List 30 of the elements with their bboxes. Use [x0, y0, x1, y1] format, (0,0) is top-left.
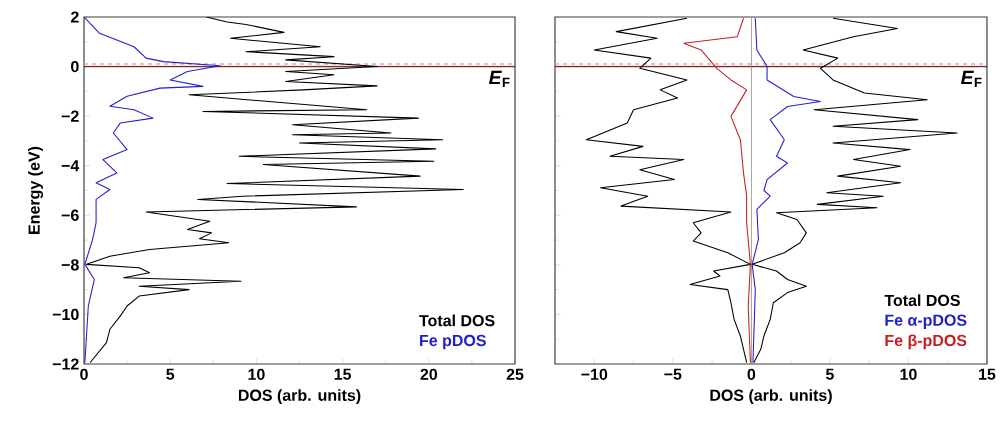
- y-tick-label: −4: [61, 160, 80, 172]
- x-tick-label: 15: [334, 368, 352, 380]
- x-axis-title: DOS (arb. units): [710, 389, 832, 405]
- x-tick-label: 20: [420, 368, 438, 381]
- text: Fe β-pDOS: [885, 334, 967, 350]
- x-tick-label: −5: [664, 368, 682, 380]
- x-tick-label: −10: [581, 368, 608, 381]
- y-tick-label: −12: [52, 358, 79, 370]
- y-tick-label: −6: [61, 209, 79, 221]
- y-tick-label: −10: [52, 308, 79, 321]
- x-tick-label: 15: [979, 368, 996, 380]
- text: Total DOS: [419, 314, 495, 327]
- y-tick-label: −8: [61, 259, 79, 271]
- y-axis-title: Energy (eV): [28, 146, 44, 234]
- text: Fe pDOS: [420, 334, 486, 350]
- y-tick-label: 2: [70, 11, 79, 23]
- x-tick-label: 5: [166, 368, 175, 380]
- text: Total DOS: [884, 294, 960, 307]
- x-tick-label: 0: [747, 368, 756, 381]
- y-tick-label: 0: [71, 60, 79, 73]
- ref-line-label: E$_{F}$: [960, 70, 982, 87]
- x-tick-label: 5: [825, 368, 834, 380]
- x-tick-label: 10: [248, 368, 265, 381]
- ref-line-label: E$_{F}$: [488, 70, 510, 87]
- x-tick-label: 25: [506, 368, 524, 381]
- x-tick-label: 0: [80, 368, 88, 381]
- x-tick-label: 10: [900, 368, 917, 381]
- text: Fe α-pDOS: [885, 314, 967, 330]
- x-axis-title: DOS (arb. units): [238, 389, 361, 405]
- y-tick-label: −2: [61, 110, 79, 122]
